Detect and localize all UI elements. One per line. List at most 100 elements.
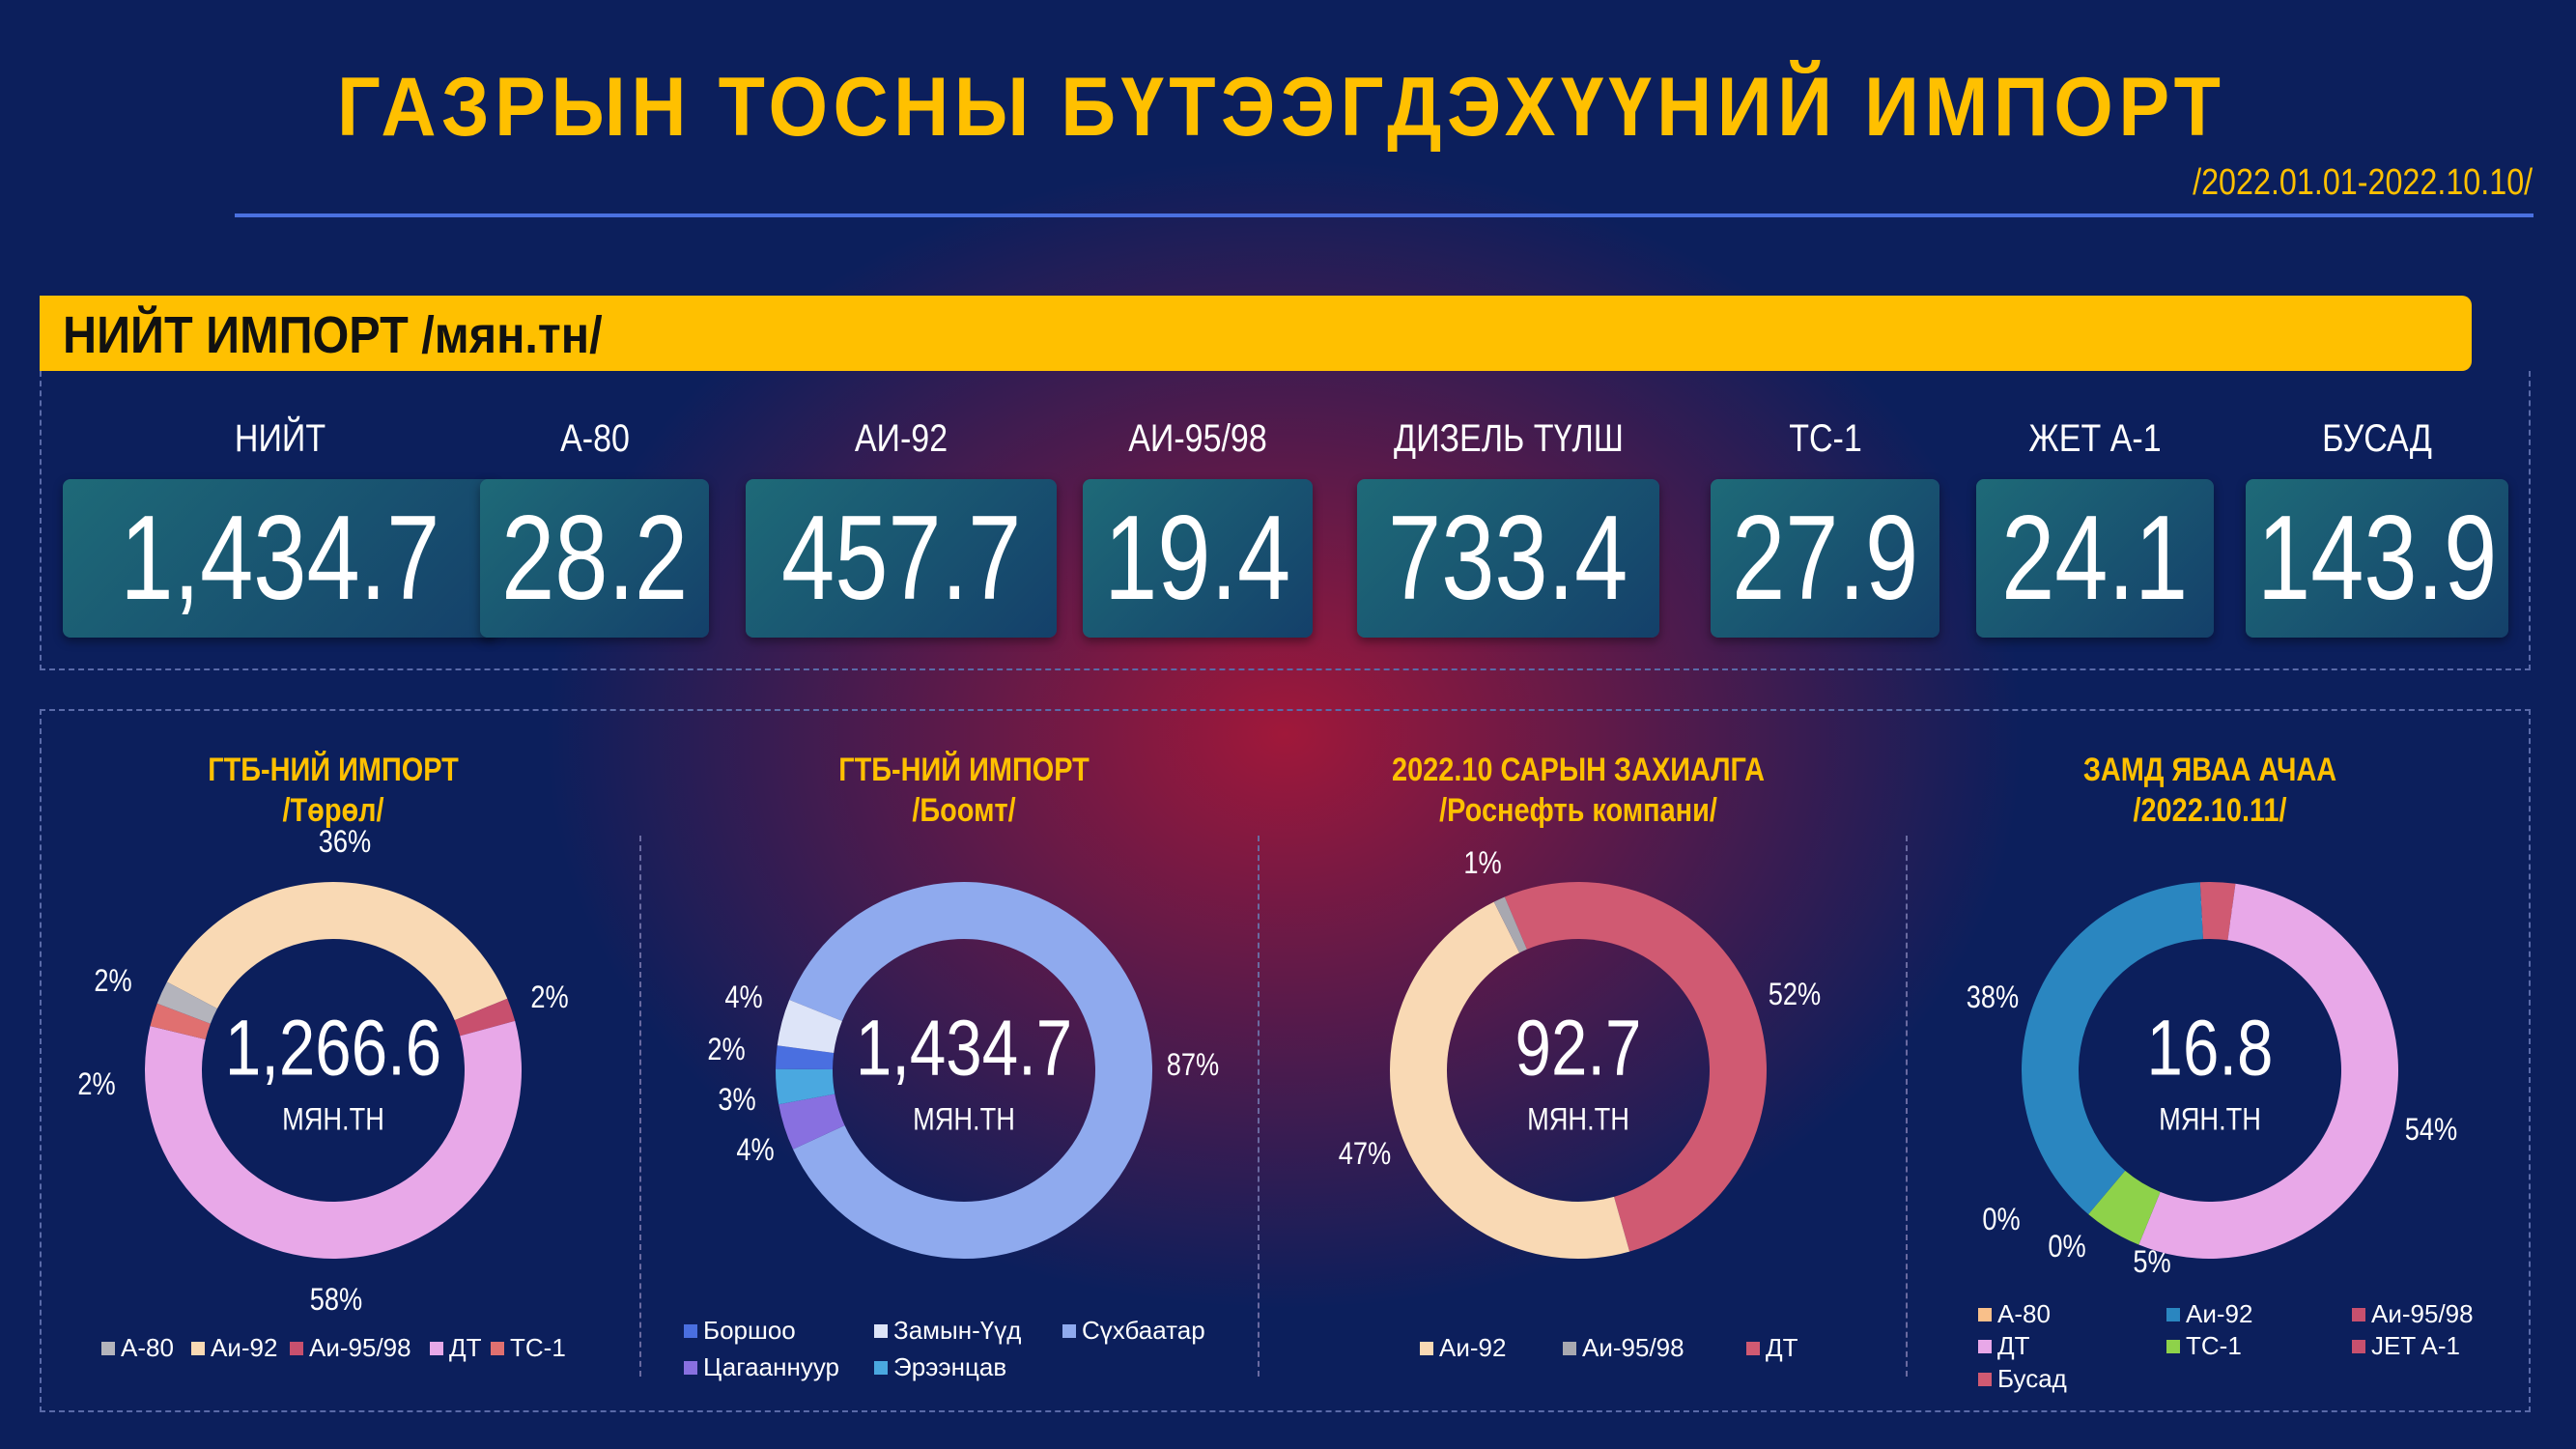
slice-label: 3%: [718, 1082, 756, 1117]
legend-item: Аи-92: [191, 1333, 277, 1363]
legend-item: Боршоо: [684, 1316, 796, 1346]
slice-label: 87%: [1166, 1047, 1220, 1083]
legend-label: Замын-Үүд: [893, 1316, 1022, 1345]
summary-panel: [40, 371, 2531, 670]
tile-value: 19.4: [1104, 492, 1291, 625]
legend-item: Аи-95/98: [290, 1333, 411, 1363]
legend-label: ТС-1: [510, 1333, 566, 1362]
legend-label: Аи-95/98: [2371, 1299, 2474, 1328]
tile-label: ДИЗЕЛЬ ТҮЛШ: [1393, 417, 1624, 460]
legend-label: ДТ: [1997, 1331, 2030, 1360]
legend-item: ДТ: [1746, 1333, 1798, 1363]
legend-item: Аи-95/98: [2352, 1299, 2474, 1329]
legend-label: Аи-92: [211, 1333, 278, 1362]
slice-label: 2%: [707, 1032, 746, 1066]
stat-tile: 28.2: [480, 479, 709, 638]
legend-label: А-80: [1997, 1299, 2051, 1328]
legend-label: Сүхбаатар: [1082, 1316, 1205, 1345]
legend-item: ТС-1: [491, 1333, 566, 1363]
legend-swatch: [684, 1323, 697, 1338]
center-unit: МЯН.ТН: [1527, 1101, 1629, 1137]
chart-separator: [639, 836, 641, 1377]
slice-label: 2%: [530, 979, 569, 1014]
legend-swatch: [1062, 1323, 1076, 1338]
tile-value: 24.1: [2001, 492, 2189, 625]
legend-item: Эрээнцав: [874, 1352, 1006, 1382]
legend-item: ТС-1: [2166, 1331, 2242, 1361]
legend-swatch: [1978, 1339, 1992, 1353]
legend-swatch: [491, 1341, 504, 1355]
center-value: 1,434.7: [855, 1004, 1073, 1093]
tile-value: 457.7: [780, 492, 1022, 625]
legend-item: ДТ: [1978, 1331, 2030, 1361]
center-value: 1,266.6: [224, 1004, 442, 1093]
legend-swatch: [290, 1341, 303, 1355]
tile-label: АИ-95/98: [1128, 417, 1267, 460]
legend-swatch: [874, 1323, 888, 1338]
charts-panel: [40, 709, 2531, 1412]
slice-label: 4%: [724, 980, 763, 1014]
slice-label: 5%: [2133, 1244, 2171, 1279]
legend-item: Аи-95/98: [1563, 1333, 1684, 1363]
legend-item: ДТ: [430, 1333, 482, 1363]
tile-label: А-80: [559, 417, 630, 460]
legend-item: Аи-92: [2166, 1299, 2252, 1329]
legend-item: JET A-1: [2352, 1331, 2460, 1361]
stat-tile: 1,434.7: [63, 479, 497, 638]
stat-tile: 27.9: [1711, 479, 1939, 638]
legend-swatch: [874, 1360, 888, 1375]
chart-center: 1,434.7 МЯН.ТН: [832, 1004, 1096, 1138]
legend-label: ДТ: [1766, 1333, 1798, 1362]
center-value: 16.8: [2146, 1004, 2274, 1093]
chart-center: 92.7 МЯН.ТН: [1501, 1004, 1656, 1138]
slice-label: 2%: [94, 963, 132, 998]
chart-title: 2022.10 САРЫН ЗАХИАЛГА: [1392, 752, 1765, 788]
tile-value: 28.2: [500, 492, 689, 625]
stat-tile: 24.1: [1976, 479, 2214, 638]
summary-header: НИЙТ ИМПОРТ /мян.тн/: [40, 296, 2472, 371]
legend-swatch: [1978, 1307, 1992, 1321]
legend-label: Бусад: [1997, 1364, 2067, 1393]
legend-label: Аи-95/98: [1582, 1333, 1684, 1362]
chart-subtitle: /Боомт/: [912, 792, 1016, 829]
chart-subtitle: /2022.10.11/: [2133, 792, 2287, 829]
date-range: /2022.01.01-2022.10.10/: [2192, 162, 2533, 203]
legend-item: А-80: [1978, 1299, 2051, 1329]
legend-swatch: [684, 1360, 697, 1375]
chart-center: 1,266.6 МЯН.ТН: [201, 1004, 466, 1138]
page-title: ГАЗРЫН ТОСНЫ БҮТЭЭГДЭХҮҮНИЙ ИМПОРТ: [337, 61, 2226, 154]
chart-subtitle: /Роснефть компани/: [1439, 792, 1717, 829]
legend-label: Аи-92: [1439, 1333, 1507, 1362]
legend-item: Сүхбаатар: [1062, 1316, 1205, 1346]
slice-label: 36%: [318, 824, 371, 860]
slice-label: 3%: [2197, 894, 2236, 929]
legend-swatch: [2166, 1307, 2180, 1321]
legend-swatch: [1563, 1341, 1576, 1355]
legend-swatch: [2166, 1339, 2180, 1353]
stat-tile: 457.7: [746, 479, 1057, 638]
slice-label: 0%: [1982, 1202, 2021, 1236]
chart-separator: [1906, 836, 1908, 1377]
slice-label: 2%: [77, 1066, 116, 1101]
slice-label: 54%: [2404, 1112, 2458, 1148]
divider: [235, 213, 2534, 217]
chart-subtitle: /Төрөл/: [282, 792, 384, 829]
legend-swatch: [191, 1341, 205, 1355]
legend-item: Цагааннуур: [684, 1352, 839, 1382]
stat-tile: 143.9: [2246, 479, 2508, 638]
legend-label: А-80: [121, 1333, 174, 1362]
legend-label: Эрээнцав: [893, 1352, 1007, 1381]
tile-label: БУСАД: [2322, 417, 2432, 460]
legend-swatch: [430, 1341, 443, 1355]
chart-title: ГТБ-НИЙ ИМПОРТ: [838, 752, 1090, 788]
chart-center: 16.8 МЯН.ТН: [2133, 1004, 2287, 1138]
tile-value: 1,434.7: [120, 492, 440, 625]
slice-label: 0%: [2048, 1229, 2086, 1264]
chart-title: ГТБ-НИЙ ИМПОРТ: [208, 752, 459, 788]
legend-label: Боршоо: [703, 1316, 796, 1345]
center-unit: МЯН.ТН: [2159, 1101, 2261, 1137]
legend-label: Аи-95/98: [309, 1333, 411, 1362]
legend-label: ТС-1: [2186, 1331, 2242, 1360]
legend-swatch: [1420, 1341, 1433, 1355]
center-unit: МЯН.ТН: [282, 1101, 384, 1137]
